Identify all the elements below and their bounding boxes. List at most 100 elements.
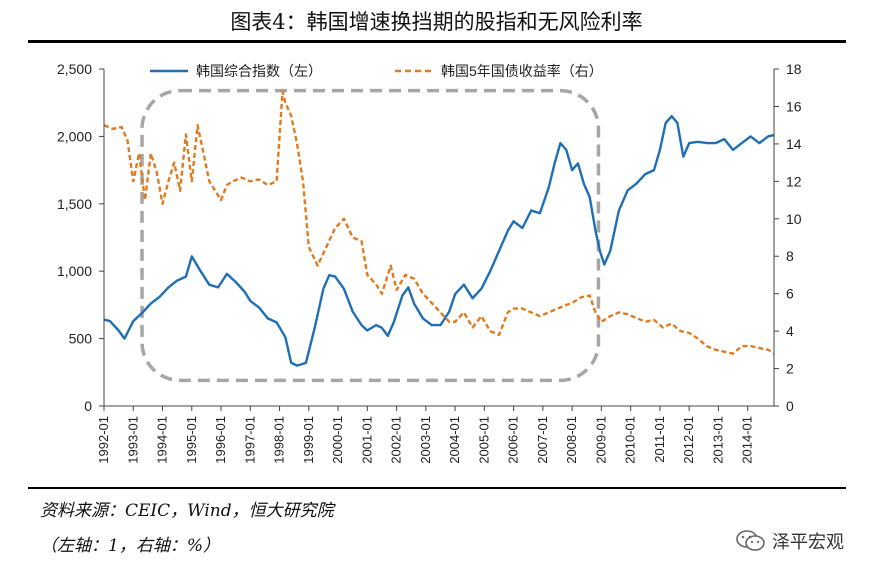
x-tick-label: 2006-01 <box>506 416 521 464</box>
data-point-kospi <box>577 163 578 164</box>
data-point-kospi <box>589 197 590 198</box>
data-point-kospi <box>323 288 324 289</box>
data-point-kospi <box>185 276 186 277</box>
data-point-kospi <box>352 311 353 312</box>
data-point-kospi <box>683 156 684 157</box>
data-point-bond <box>653 319 654 320</box>
data-point-kospi <box>449 311 450 312</box>
y-left-tick-label: 1,500 <box>57 196 92 212</box>
data-point-kospi <box>259 307 260 308</box>
data-point-kospi <box>168 287 169 288</box>
data-point-bond <box>250 181 251 182</box>
data-point-kospi <box>539 213 540 214</box>
legend-label-kospi: 韩国综合指数（左） <box>196 63 322 79</box>
data-point-bond <box>431 302 432 303</box>
data-point-kospi <box>498 250 499 251</box>
data-point-bond <box>168 181 169 182</box>
data-point-bond <box>680 331 681 332</box>
data-point-bond <box>440 312 441 313</box>
x-tick-label: 2012-01 <box>681 416 696 464</box>
data-point-kospi <box>414 303 415 304</box>
legend: 韩国综合指数（左） 韩国5年国债收益率（右） <box>150 63 603 79</box>
y-right-tick-label: 10 <box>786 211 802 227</box>
data-point-kospi <box>109 321 110 322</box>
data-point-kospi <box>572 170 573 171</box>
data-point-kospi <box>750 136 751 137</box>
data-point-bond <box>150 153 151 154</box>
y-right-tick-label: 8 <box>786 248 794 264</box>
data-point-kospi <box>645 174 646 175</box>
x-tick-label: 1995-01 <box>184 416 199 464</box>
data-point-bond <box>557 308 558 309</box>
data-point-kospi <box>677 122 678 123</box>
data-point-kospi <box>133 321 134 322</box>
data-point-kospi <box>689 143 690 144</box>
data-point-kospi <box>376 325 377 326</box>
data-point-bond <box>539 316 540 317</box>
data-point-bond <box>197 125 198 126</box>
data-point-bond <box>291 115 292 116</box>
x-tick-label: 2005-01 <box>476 416 491 464</box>
data-point-kospi <box>177 280 178 281</box>
data-point-bond <box>724 351 725 352</box>
data-point-bond <box>610 316 611 317</box>
data-point-bond <box>162 203 163 204</box>
data-point-kospi <box>335 276 336 277</box>
data-point-bond <box>180 190 181 191</box>
x-tick-label: 2003-01 <box>418 416 433 464</box>
data-point-bond <box>531 312 532 313</box>
x-tick-label: 2014-01 <box>740 416 755 464</box>
page-title: 图表4：韩国增速换挡期的股指和无风险利率 <box>230 10 643 34</box>
data-point-kospi <box>768 136 769 137</box>
data-point-bond <box>297 143 298 144</box>
data-point-kospi <box>724 139 725 140</box>
data-point-bond <box>376 284 377 285</box>
y-right-tick-label: 12 <box>786 173 802 189</box>
data-point-bond <box>127 140 128 141</box>
data-point-bond <box>566 304 567 305</box>
data-point-kospi <box>381 327 382 328</box>
data-point-kospi <box>665 122 666 123</box>
data-point-kospi <box>361 325 362 326</box>
data-point-kospi <box>732 149 733 150</box>
data-point-bond <box>759 347 760 348</box>
data-point-kospi <box>235 281 236 282</box>
data-point-bond <box>285 102 286 103</box>
data-point-kospi <box>422 318 423 319</box>
data-point-kospi <box>124 338 125 339</box>
data-point-kospi <box>305 362 306 363</box>
data-point-bond <box>662 327 663 328</box>
x-tick-label: 2001-01 <box>359 416 374 464</box>
x-tick-label: 1994-01 <box>155 416 170 464</box>
data-point-kospi <box>472 298 473 299</box>
data-point-kospi <box>618 210 619 211</box>
data-point-bond <box>191 181 192 182</box>
data-point-kospi <box>250 300 251 301</box>
data-point-kospi <box>218 287 219 288</box>
data-point-kospi <box>200 271 201 272</box>
data-point-kospi <box>329 275 330 276</box>
data-point-kospi <box>118 330 119 331</box>
data-point-bond <box>572 302 573 303</box>
data-point-bond <box>112 128 113 129</box>
data-point-bond <box>352 237 353 238</box>
y-left-tick-label: 2,500 <box>57 61 92 77</box>
data-point-bond <box>335 228 336 229</box>
x-tick-label: 2010-01 <box>623 416 638 464</box>
y-right-tick-label: 16 <box>786 98 802 114</box>
data-point-kospi <box>759 143 760 144</box>
data-point-bond <box>589 295 590 296</box>
data-point-bond <box>308 246 309 247</box>
chart: 0 500 1,000 1,500 2,000 2,500 0 2 4 6 8 10 12 14 16 18 1… <box>57 61 802 464</box>
data-point-kospi <box>610 250 611 251</box>
data-point-bond <box>490 331 491 332</box>
data-point-kospi <box>314 327 315 328</box>
data-point-bond <box>645 321 646 322</box>
data-point-bond <box>232 181 233 182</box>
legend-label-bond: 韩国5年国债收益率（右） <box>441 63 603 79</box>
y-left-tick-label: 0 <box>84 398 92 414</box>
data-point-bond <box>741 346 742 347</box>
x-tick-label: 2008-01 <box>564 416 579 464</box>
unit-note: （左轴：1，右轴：%） <box>40 536 220 556</box>
data-point-bond <box>226 185 227 186</box>
